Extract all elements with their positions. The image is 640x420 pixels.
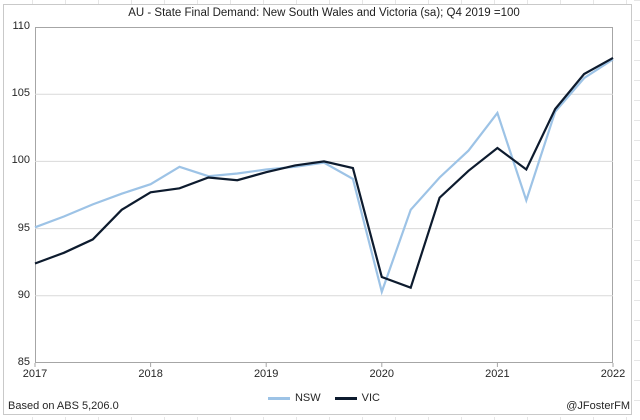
- x-tick-label: 2018: [138, 368, 163, 380]
- series-line-vic: [34, 56, 614, 290]
- x-tick-label: 2022: [600, 368, 626, 380]
- legend-swatch-nsw: [267, 396, 290, 400]
- plot-area: [35, 27, 613, 363]
- legend-item-vic: VIC: [334, 392, 380, 404]
- legend-label: NSW: [294, 392, 321, 404]
- y-tick-label: 110: [12, 20, 30, 32]
- x-tick-label: 2017: [22, 368, 48, 380]
- y-tick-label: 100: [11, 154, 30, 167]
- legend-item-nsw: NSW: [267, 392, 321, 404]
- x-tick-label: 2021: [485, 368, 510, 380]
- y-tick-label: 105: [11, 87, 30, 100]
- chart-title: AU - State Final Demand: New South Wales…: [128, 7, 520, 19]
- author-credit: @JFosterFM: [566, 400, 630, 412]
- y-tick-label: 85: [17, 356, 30, 368]
- y-tick-label: 95: [17, 221, 30, 234]
- legend: NSW VIC: [35, 392, 613, 404]
- x-tick-label: 2020: [369, 368, 395, 380]
- source-note: Based on ABS 5,206.0: [8, 400, 119, 412]
- x-tick-label: 2019: [253, 368, 279, 380]
- y-tick-label: 90: [17, 288, 30, 301]
- legend-swatch-vic: [334, 396, 357, 400]
- legend-label: VIC: [361, 392, 380, 404]
- series-line-nsw: [34, 58, 614, 296]
